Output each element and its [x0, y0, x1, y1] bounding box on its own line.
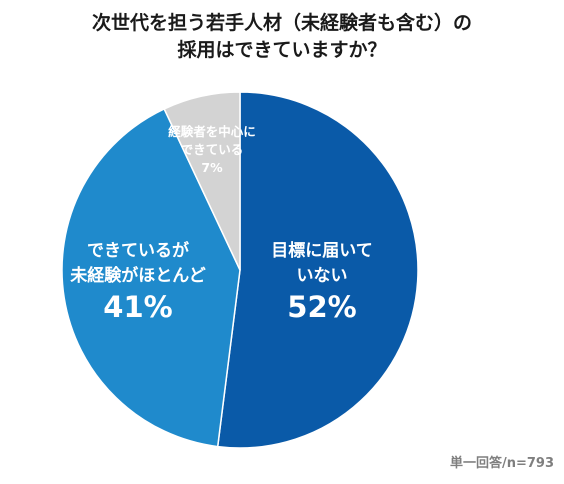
pie-slice-2-label-line-2: 未経験がほとんど — [69, 265, 206, 286]
pie-slice-2 — [61, 107, 241, 448]
sample-note: 単一回答/n=793 — [449, 456, 554, 471]
chart-title: 次世代を担う若手人材（未経験者も含む）の 採用はできていますか？ — [0, 10, 564, 64]
pie-slice-1-label-line-2: いない — [297, 266, 348, 286]
chart-title-line1: 次世代を担う若手人材（未経験者も含む）の — [91, 12, 472, 34]
pie-slice-2-value: 41% — [103, 290, 172, 324]
pie-slice-1-value: 52% — [287, 290, 356, 324]
pie-slice-1-label-line-1: 目標に届いて — [271, 240, 373, 261]
pie-slice-3 — [163, 91, 241, 271]
pie-slice-1 — [216, 91, 419, 449]
pie-slice-2-label-line-1: できているが — [87, 240, 189, 261]
pie-slices — [61, 91, 419, 449]
pie-slice-3-label-line-1: 経験者を中心に — [168, 124, 256, 139]
pie-slice-3-value: 7% — [201, 160, 223, 175]
pie-slice-3-label-line-2: できている — [181, 142, 244, 157]
chart-title-line2: 採用はできていますか？ — [177, 39, 387, 61]
